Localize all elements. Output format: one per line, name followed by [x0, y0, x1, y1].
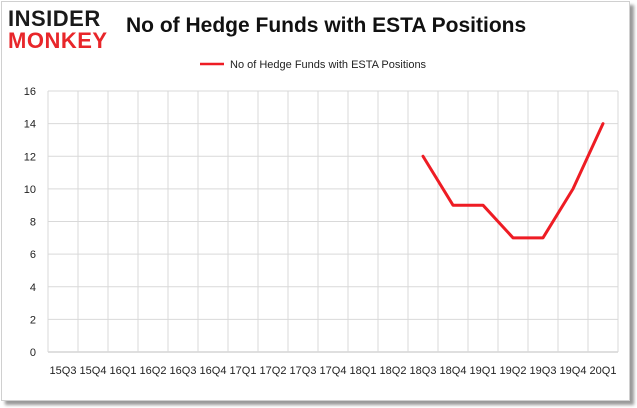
y-tick-label: 2 — [30, 314, 36, 326]
series-line — [421, 122, 605, 240]
insider-monkey-logo: INSIDER MONKEY — [8, 6, 118, 52]
x-tick-label: 19Q4 — [560, 365, 587, 377]
chart-title: No of Hedge Funds with ESTA Positions — [126, 14, 527, 37]
x-tick-label: 17Q3 — [290, 365, 317, 377]
y-tick-label: 0 — [30, 347, 36, 359]
x-tick-label: 20Q1 — [590, 365, 617, 377]
x-tick-label: 16Q2 — [140, 365, 167, 377]
y-tick-label: 16 — [24, 86, 36, 98]
x-tick-label: 17Q4 — [320, 365, 347, 377]
y-tick-label: 12 — [24, 151, 36, 163]
y-axis-ticks: 0 2 4 6 8 10 12 14 16 — [24, 86, 36, 359]
x-tick-label: 17Q1 — [230, 365, 257, 377]
x-tick-label: 17Q2 — [260, 365, 287, 377]
y-tick-label: 14 — [24, 119, 36, 131]
x-tick-label: 19Q2 — [500, 365, 527, 377]
y-tick-label: 8 — [30, 217, 36, 229]
y-tick-label: 4 — [30, 282, 36, 294]
x-tick-label: 19Q1 — [470, 365, 497, 377]
x-tick-label: 16Q3 — [170, 365, 197, 377]
chart-frame — [1, 1, 630, 401]
gridlines — [47, 90, 619, 353]
logo-line-1: INSIDER — [8, 6, 101, 31]
x-tick-label: 18Q4 — [440, 365, 467, 377]
series-lines — [421, 122, 605, 240]
y-tick-label: 6 — [30, 249, 36, 261]
x-tick-label: 18Q1 — [350, 365, 377, 377]
x-tick-label: 18Q3 — [410, 365, 437, 377]
logo-line-2: MONKEY — [8, 28, 108, 53]
x-tick-label: 18Q2 — [380, 365, 407, 377]
x-tick-label: 16Q4 — [200, 365, 227, 377]
legend: No of Hedge Funds with ESTA Positions — [200, 59, 427, 71]
x-tick-label: 16Q1 — [110, 365, 137, 377]
legend-label: No of Hedge Funds with ESTA Positions — [230, 59, 427, 71]
x-tick-label: 19Q3 — [530, 365, 557, 377]
y-tick-label: 10 — [24, 184, 36, 196]
x-tick-label: 15Q3 — [50, 365, 77, 377]
x-tick-label: 15Q4 — [80, 365, 107, 377]
x-axis-ticks: 15Q3 15Q4 16Q1 16Q2 16Q3 16Q4 17Q1 17Q2 17Q3 17Q4… — [50, 365, 617, 377]
